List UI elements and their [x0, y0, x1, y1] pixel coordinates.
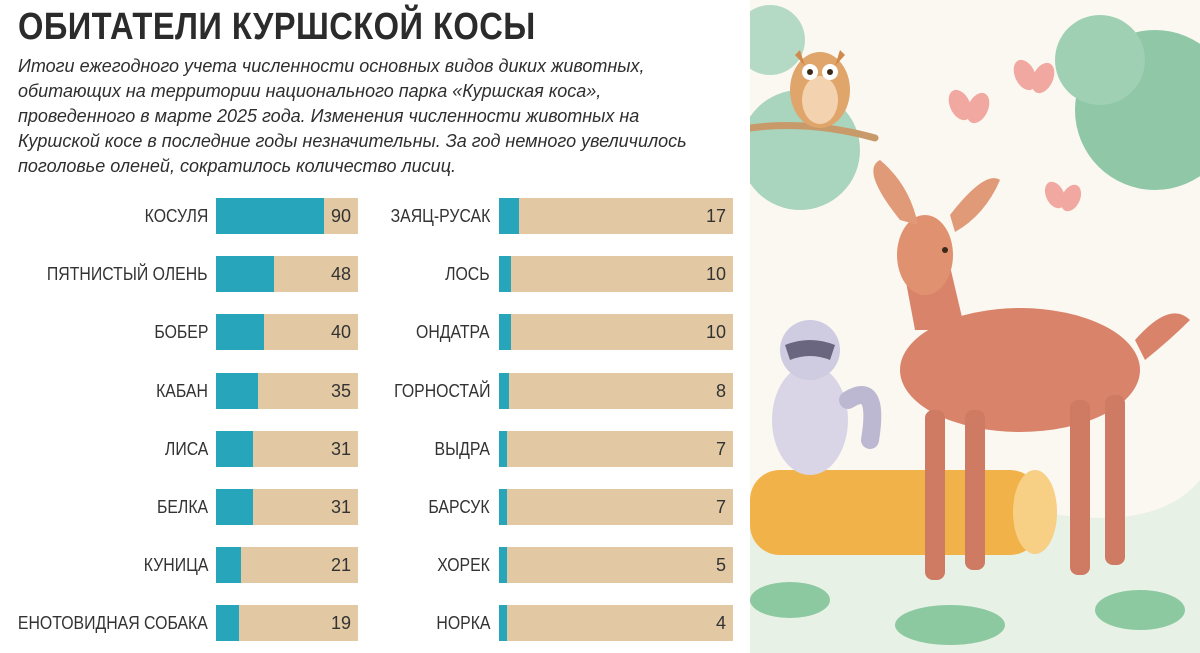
- owl-icon: [790, 50, 850, 128]
- bar: [216, 489, 254, 525]
- bar-label: ПЯТНИСТЫЙ ОЛЕНЬ: [47, 264, 208, 285]
- bar: [216, 198, 324, 234]
- bar-track: 17: [499, 198, 733, 234]
- bar: [216, 547, 242, 584]
- raccoon-icon: [772, 320, 882, 475]
- log-icon: [750, 470, 1057, 555]
- bar-label: ВЫДРА: [434, 438, 490, 459]
- bar-label: КУНИЦА: [143, 555, 208, 576]
- bar-value: 48: [330, 264, 351, 285]
- bar-value: 10: [705, 322, 726, 343]
- bar: [499, 489, 508, 525]
- bar-label: ОНДАТРА: [416, 322, 490, 343]
- bar: [216, 430, 254, 467]
- bar-track: 7: [499, 430, 733, 467]
- bar: [499, 547, 507, 584]
- deer-icon: [873, 160, 1190, 580]
- illustration: [750, 0, 1200, 653]
- bar-label: КАБАН: [156, 380, 208, 401]
- bar-track: 10: [499, 256, 733, 293]
- bar: [499, 198, 520, 234]
- bar-label: ЛИСА: [164, 438, 208, 459]
- tree-icon: [750, 5, 1200, 210]
- bar-track: 7: [499, 489, 733, 525]
- bar-label: КОСУЛЯ: [144, 206, 208, 226]
- forest-illustration: [750, 0, 1200, 653]
- bar-chart: КОСУЛЯ 90 ПЯТНИСТЫЙ ОЛЕНЬ 48 БОБЕР 40 КАБАН 35 Л…: [0, 190, 750, 653]
- bar-value: 17: [705, 206, 726, 226]
- bar-value: 8: [715, 380, 726, 401]
- bar-value: 40: [330, 322, 351, 343]
- butterfly-icon: [948, 59, 1082, 212]
- bar-track: 31: [216, 430, 358, 467]
- page-title: ОБИТАТЕЛИ КУРШСКОЙ КОСЫ: [18, 6, 536, 48]
- bar-track: 48: [216, 256, 358, 293]
- bar: [499, 256, 511, 293]
- bar-label: ХОРЕК: [437, 555, 490, 576]
- bar-track: 90: [216, 198, 358, 234]
- bar-value: 35: [330, 380, 351, 401]
- bar: [499, 605, 507, 642]
- bar-track: 8: [499, 372, 733, 409]
- bar: [216, 605, 239, 642]
- bar: [216, 372, 258, 409]
- bar-label: ГОРНОСТАЙ: [393, 380, 490, 401]
- bar-value: 5: [715, 555, 726, 576]
- bar-label: БЕЛКА: [156, 497, 208, 517]
- subtitle: Итоги ежегодного учета численности основ…: [18, 56, 687, 176]
- bar-value: 4: [715, 613, 726, 634]
- bar-track: 4: [499, 605, 733, 642]
- bar-track: 35: [216, 372, 358, 409]
- bar-track: 19: [216, 605, 358, 642]
- bar-value: 19: [330, 613, 351, 634]
- bar-value: 10: [705, 264, 726, 285]
- bar-track: 40: [216, 314, 358, 351]
- bar: [499, 314, 511, 351]
- bar-label: НОРКА: [435, 613, 490, 634]
- bar-track: 21: [216, 547, 358, 584]
- bar: [216, 314, 264, 351]
- bar-label: БОБЕР: [153, 322, 208, 343]
- bar: [216, 256, 274, 293]
- bar-value: 7: [715, 438, 726, 459]
- bar-value: 21: [330, 555, 351, 576]
- bar: [499, 430, 508, 467]
- bar-track: 31: [216, 489, 358, 525]
- bar-label: ЛОСЬ: [445, 264, 490, 285]
- bar-label: ЕНОТОВИДНАЯ СОБАКА: [18, 613, 208, 634]
- bar-value: 90: [330, 206, 351, 226]
- bar-track: 5: [499, 547, 733, 584]
- bar-value: 31: [330, 438, 351, 459]
- bar-value: 31: [330, 497, 351, 517]
- bar-label: ЗАЯЦ-РУСАК: [390, 206, 490, 226]
- bar-label: БАРСУК: [428, 497, 490, 517]
- bar-value: 7: [715, 497, 726, 517]
- bar-track: 10: [499, 314, 733, 351]
- bar: [499, 372, 509, 409]
